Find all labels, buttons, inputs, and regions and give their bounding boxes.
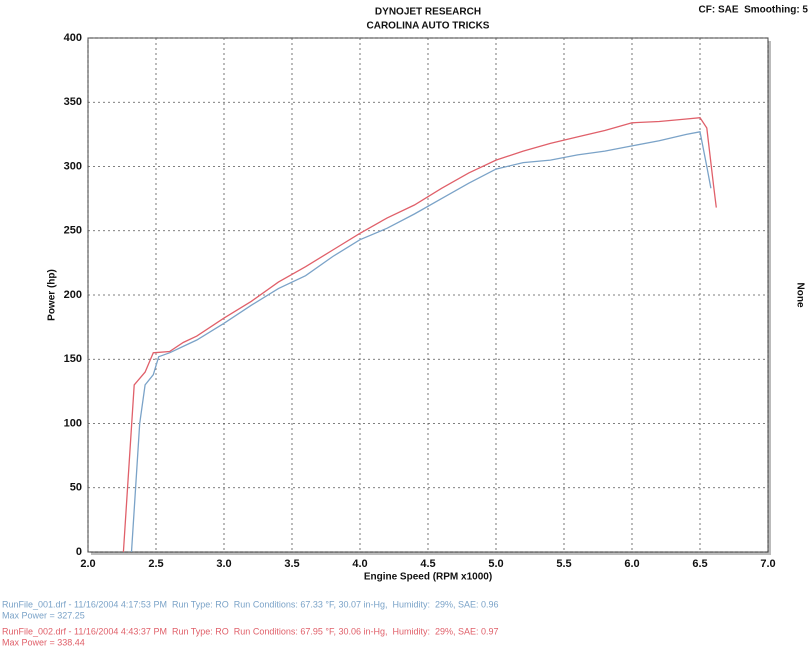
y-tick-label: 400 (64, 32, 82, 44)
power-line (130, 131, 712, 553)
x-tick-label: 3.0 (216, 558, 231, 570)
x-tick-label: 4.5 (420, 558, 435, 570)
y-axis-title: Power (hp) (47, 269, 58, 321)
x-tick-label: 5.0 (488, 558, 503, 570)
y-tick-label: 150 (64, 353, 82, 365)
y-tick-label: 50 (70, 482, 82, 494)
y-tick-label: 0 (76, 546, 82, 558)
y-tick-label: 300 (64, 160, 82, 172)
x-tick-label: 3.5 (284, 558, 299, 570)
side-label: None (794, 283, 805, 308)
power-line (122, 117, 717, 553)
y-tick-label: 250 (64, 225, 82, 237)
max-power: Max Power = 338.44 (2, 637, 85, 647)
x-axis-title: Engine Speed (RPM x1000) (364, 572, 492, 583)
x-tick-label: 6.5 (692, 558, 707, 570)
y-tick-label: 100 (64, 417, 82, 429)
x-tick-label: 2.5 (148, 558, 163, 570)
chart-subtitle: CAROLINA AUTO TRICKS (367, 21, 490, 32)
max-power: Max Power = 327.25 (2, 610, 85, 620)
x-tick-label: 6.0 (624, 558, 639, 570)
run-info: RunFile_002.drf - 11/16/2004 4:43:37 PM … (2, 626, 499, 636)
chart-title: DYNOJET RESEARCH (375, 7, 481, 18)
x-tick-label: 4.0 (352, 558, 367, 570)
x-tick-label: 5.5 (556, 558, 571, 570)
run-info: RunFile_001.drf - 11/16/2004 4:17:53 PM … (2, 599, 499, 609)
header-right: CF: SAE Smoothing: 5 (699, 5, 809, 16)
x-tick-label: 2.0 (80, 558, 95, 570)
x-tick-label: 7.0 (760, 558, 775, 570)
y-tick-label: 200 (64, 289, 82, 301)
y-tick-label: 350 (64, 96, 82, 108)
